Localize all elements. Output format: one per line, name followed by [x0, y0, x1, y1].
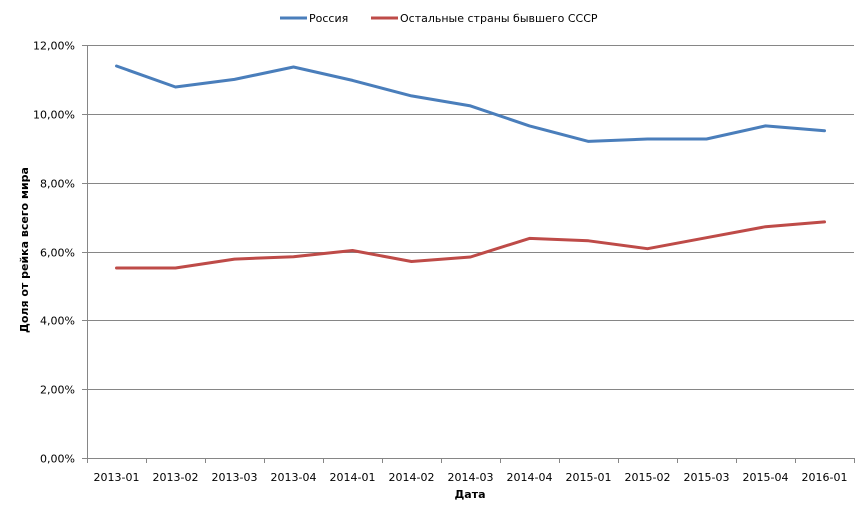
x-tick-label: 2014-03 — [448, 471, 494, 484]
x-tick-label: 2013-02 — [153, 471, 199, 484]
x-tick-label: 2013-01 — [94, 471, 140, 484]
x-tick-label: 2013-03 — [212, 471, 258, 484]
series-line-other-ussr — [115, 220, 826, 270]
y-tick-label: 0,00% — [40, 453, 75, 466]
legend-label: Россия — [309, 12, 348, 25]
x-axis-title: Дата — [454, 488, 485, 501]
series-lines — [115, 64, 826, 270]
x-tick-label: 2015-04 — [743, 471, 789, 484]
x-tick-label: 2014-02 — [389, 471, 435, 484]
series-line-russia — [115, 64, 826, 143]
y-tick-label: 2,00% — [40, 384, 75, 397]
y-tick-label: 4,00% — [40, 315, 75, 328]
x-tick-label: 2015-02 — [625, 471, 671, 484]
axes — [82, 45, 855, 463]
y-tick-labels: 0,00% 2,00% 4,00% 6,00% 8,00% 10,00% 12,00% — [33, 40, 75, 466]
x-tick-label: 2015-03 — [684, 471, 730, 484]
legend-label: Остальные страны бывшего СССР — [400, 12, 598, 25]
y-tick-label: 10,00% — [33, 109, 75, 122]
y-tick-label: 8,00% — [40, 178, 75, 191]
x-tick-labels: 2013-01 2013-02 2013-03 2013-04 2014-01 2014-… — [94, 471, 848, 484]
x-tick-label: 2014-04 — [507, 471, 553, 484]
y-tick-label: 12,00% — [33, 40, 75, 53]
legend: Россия Остальные страны бывшего СССР — [280, 12, 598, 25]
y-axis-title: Доля от рейка всего мира — [18, 167, 31, 333]
x-tick-label: 2016-01 — [802, 471, 848, 484]
y-tick-label: 6,00% — [40, 247, 75, 260]
x-tick-label: 2014-01 — [330, 471, 376, 484]
gridlines — [87, 45, 854, 390]
x-tick-label: 2013-04 — [271, 471, 317, 484]
x-tick-label: 2015-01 — [566, 471, 612, 484]
